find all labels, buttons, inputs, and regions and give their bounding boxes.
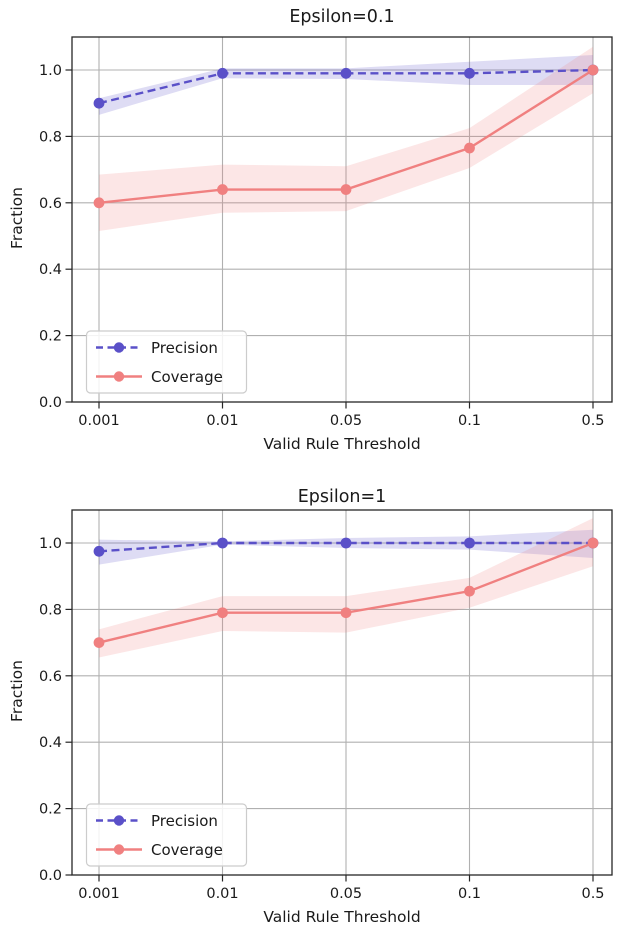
- y-axis-label: Fraction: [8, 187, 26, 249]
- coverage-marker-0.05: [340, 607, 352, 619]
- coverage-marker-0.05: [340, 184, 352, 195]
- precision-marker-0.01: [217, 67, 228, 79]
- coverage-marker-0.01: [217, 184, 228, 195]
- chart-plot-area: 0.001 0.01 0.05 0.1 0.5 0.0 0.2 0.4 0.6 0.8 1.0 Pre…: [39, 36, 613, 429]
- y-tick-label: 0.0: [39, 395, 62, 411]
- x-tick-label: 0.01: [206, 886, 238, 902]
- x-tick-label: 0.05: [330, 413, 362, 429]
- x-axis-label: Valid Rule Threshold: [263, 435, 421, 453]
- x-tick-label: 0.5: [581, 886, 604, 902]
- y-tick-label: 0.4: [39, 262, 62, 278]
- legend-item-precision: Precision: [96, 812, 218, 830]
- legend-label: Coverage: [151, 368, 223, 386]
- y-tick-label: 0.0: [39, 868, 62, 884]
- legend-label: Precision: [151, 812, 218, 830]
- y-tick-label: 0.6: [39, 196, 62, 212]
- x-tick-label: 0.01: [206, 413, 238, 429]
- legend-item-coverage: Coverage: [96, 841, 223, 859]
- precision-line: [98, 541, 593, 553]
- y-tick-label: 1.0: [39, 536, 62, 552]
- y-tick-label: 0.2: [39, 802, 62, 818]
- x-axis-label: Valid Rule Threshold: [263, 908, 421, 926]
- coverage-marker-0.1: [464, 585, 475, 597]
- chart-title: Epsilon=1: [297, 487, 387, 507]
- legend-marker-sample: [113, 815, 125, 826]
- chart-epsilon-0p1: 0.001 0.01 0.05 0.1 0.5 0.0 0.2 0.4 0.6 0.8 1.0 Pre…: [8, 7, 613, 453]
- precision-marker-0.05: [340, 67, 352, 79]
- coverage-marker-0.1: [464, 142, 475, 154]
- legend-label: Coverage: [151, 841, 223, 859]
- y-tick-label: 0.8: [39, 602, 62, 618]
- y-tick-label: 1.0: [39, 63, 62, 79]
- precision-marker-0.1: [464, 537, 475, 549]
- axes-frame: [71, 36, 613, 403]
- chart-title: Epsilon=0.1: [289, 7, 395, 27]
- coverage-marker-0.001: [93, 637, 105, 648]
- y-axis-label: Fraction: [8, 660, 26, 722]
- y-tick-label: 0.4: [39, 735, 62, 751]
- legend-label: Precision: [151, 339, 218, 357]
- precision-marker-0.001: [93, 545, 105, 557]
- coverage-marker-0.5: [587, 64, 599, 76]
- y-tick-label: 0.8: [39, 129, 62, 145]
- legend-marker-sample: [113, 371, 125, 382]
- legend-item-precision: Precision: [96, 339, 218, 357]
- precision-marker-0.01: [217, 537, 228, 549]
- precision-marker-0.05: [340, 537, 352, 549]
- legend: Precision Coverage: [85, 330, 248, 394]
- legend: Precision Coverage: [85, 803, 248, 867]
- coverage-marker-0.001: [93, 197, 105, 209]
- axes-frame: [71, 509, 613, 876]
- legend-marker-sample: [113, 342, 125, 353]
- coverage-marker-0.01: [217, 607, 228, 619]
- coverage-confidence-band: [99, 518, 593, 658]
- x-tick-label: 0.5: [581, 413, 604, 429]
- y-tick-label: 0.6: [39, 669, 62, 685]
- chart-plot-area: 0.001 0.01 0.05 0.1 0.5 0.0 0.2 0.4 0.6 0.8 1.0 Pre…: [39, 509, 613, 902]
- legend-item-coverage: Coverage: [96, 368, 223, 386]
- x-tick-label: 0.1: [458, 886, 481, 902]
- precision-marker-0.1: [464, 67, 475, 79]
- y-tick-label: 0.2: [39, 329, 62, 345]
- coverage-marker-0.5: [587, 537, 599, 549]
- chart-epsilon-1: 0.001 0.01 0.05 0.1 0.5 0.0 0.2 0.4 0.6 0.8 1.0 Pre…: [0, 473, 627, 946]
- x-tick-label: 0.001: [78, 886, 120, 902]
- x-tick-label: 0.05: [330, 886, 362, 902]
- legend-marker-sample: [113, 844, 125, 855]
- precision-marker-0.001: [93, 97, 105, 109]
- x-tick-label: 0.1: [458, 413, 481, 429]
- x-tick-label: 0.001: [78, 413, 120, 429]
